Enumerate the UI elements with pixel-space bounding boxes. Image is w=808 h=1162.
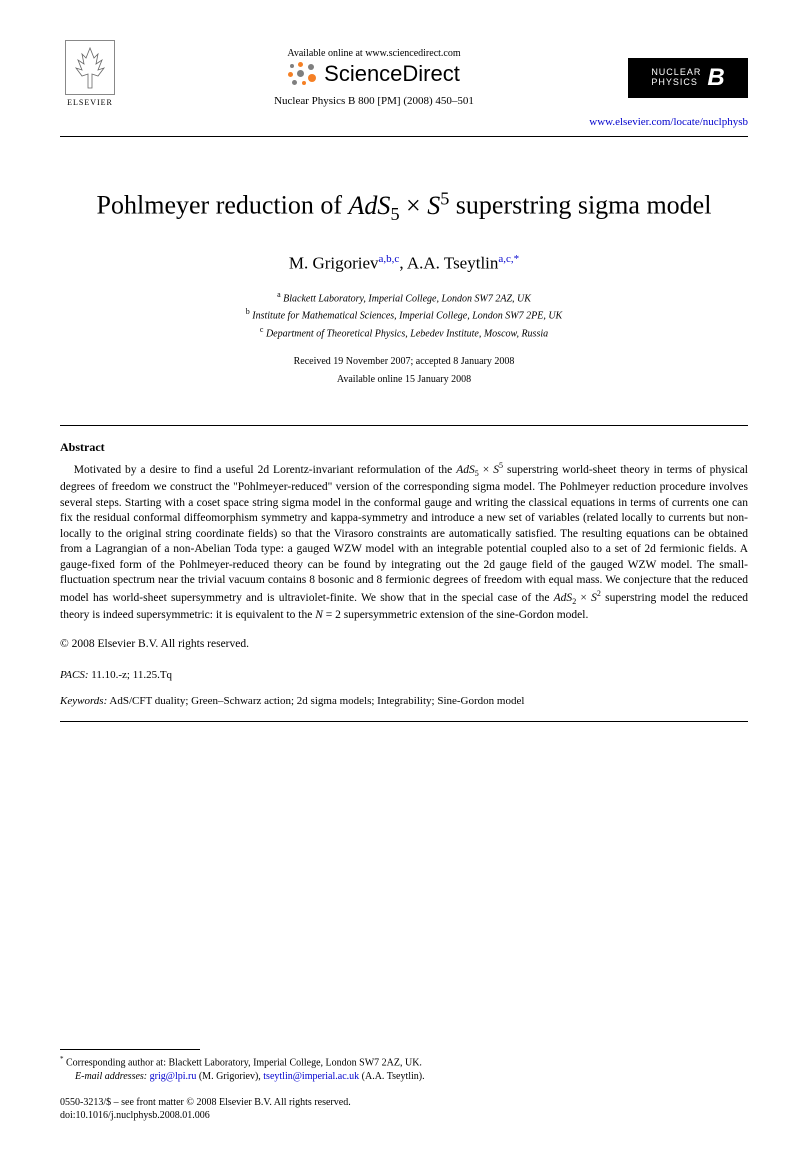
- dates-block: Received 19 November 2007; accepted 8 Ja…: [60, 353, 748, 389]
- issn-line: 0550-3213/$ – see front matter © 2008 El…: [60, 1096, 748, 1109]
- elsevier-logo[interactable]: ELSEVIER: [60, 40, 120, 110]
- bottom-rule: [60, 721, 748, 722]
- header-row: ELSEVIER Available online at www.science…: [60, 40, 748, 110]
- affiliation-c: c Department of Theoretical Physics, Leb…: [60, 324, 748, 341]
- received-date: Received 19 November 2007; accepted 8 Ja…: [60, 353, 748, 371]
- sciencedirect-text: ScienceDirect: [324, 61, 460, 87]
- footer-meta: 0550-3213/$ – see front matter © 2008 El…: [60, 1096, 748, 1122]
- corresponding-author-footnote: * Corresponding author at: Blackett Labo…: [60, 1055, 748, 1070]
- copyright-line: © 2008 Elsevier B.V. All rights reserved…: [60, 637, 748, 653]
- author-2-affil-sup[interactable]: a,c,*: [498, 253, 519, 265]
- abstract-heading: Abstract: [60, 440, 748, 455]
- author-1-affil-sup[interactable]: a,b,c: [379, 253, 400, 265]
- online-date: Available online 15 January 2008: [60, 371, 748, 389]
- footer-block: * Corresponding author at: Blackett Labo…: [60, 1049, 748, 1122]
- abstract-body: Motivated by a desire to find a useful 2…: [60, 461, 748, 623]
- sd-dots-icon: [288, 62, 318, 86]
- article-title: Pohlmeyer reduction of AdS5 × S5 superst…: [60, 187, 748, 227]
- pacs-label: PACS:: [60, 669, 89, 681]
- author-1[interactable]: M. Grigoriev: [289, 253, 379, 272]
- footnote-rule: [60, 1049, 200, 1050]
- mid-rule: [60, 425, 748, 426]
- sciencedirect-logo[interactable]: ScienceDirect: [120, 61, 628, 87]
- nuclphys-text: NUCLEAR PHYSICS: [651, 68, 701, 88]
- doi-line: doi:10.1016/j.nuclphysb.2008.01.006: [60, 1109, 748, 1122]
- authors-line: M. Grigorieva,b,c, A.A. Tseytlina,c,*: [60, 253, 748, 274]
- keywords-line: Keywords: AdS/CFT duality; Green–Schwarz…: [60, 695, 748, 707]
- citation-line: Nuclear Physics B 800 [PM] (2008) 450–50…: [120, 95, 628, 107]
- email-link-2[interactable]: tseytlin@imperial.ac.uk: [263, 1071, 359, 1082]
- affiliations-block: a Blackett Laboratory, Imperial College,…: [60, 289, 748, 341]
- top-rule: [60, 136, 748, 137]
- email-footnote: E-mail addresses: grig@lpi.ru (M. Grigor…: [60, 1070, 748, 1084]
- nuclear-physics-b-logo[interactable]: NUCLEAR PHYSICS B: [628, 58, 748, 98]
- affiliation-b: b Institute for Mathematical Sciences, I…: [60, 306, 748, 323]
- email-link-1[interactable]: grig@lpi.ru: [150, 1071, 197, 1082]
- elsevier-label: ELSEVIER: [67, 98, 113, 107]
- pacs-line: PACS: 11.10.-z; 11.25.Tq: [60, 669, 748, 681]
- available-online-text: Available online at www.sciencedirect.co…: [120, 48, 628, 59]
- elsevier-tree-icon: [65, 40, 115, 95]
- author-2[interactable]: A.A. Tseytlin: [407, 253, 499, 272]
- keywords-label: Keywords:: [60, 695, 107, 707]
- pacs-codes: 11.10.-z; 11.25.Tq: [91, 669, 172, 681]
- keywords-list: AdS/CFT duality; Green–Schwarz action; 2…: [109, 695, 524, 707]
- affiliation-a: a Blackett Laboratory, Imperial College,…: [60, 289, 748, 306]
- sciencedirect-block: Available online at www.sciencedirect.co…: [120, 40, 628, 107]
- nuclphys-b-letter: B: [707, 64, 724, 92]
- journal-url-link[interactable]: www.elsevier.com/locate/nuclphysb: [60, 116, 748, 128]
